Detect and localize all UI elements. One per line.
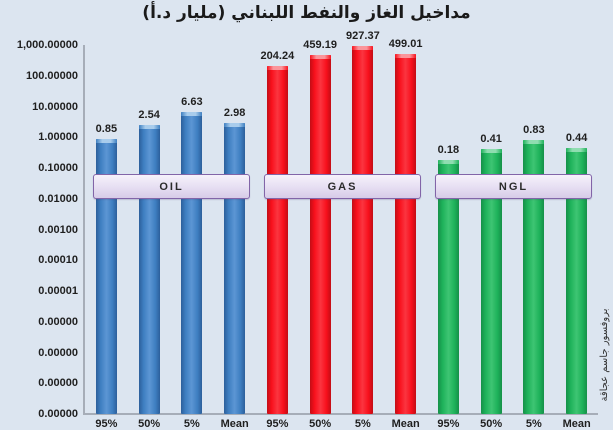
- x-axis-tick-label-mean: Mean: [220, 418, 249, 430]
- bar-gas-95pct: [266, 66, 288, 414]
- bar-top-cap: [181, 111, 203, 116]
- y-axis-line: [83, 45, 85, 415]
- y-axis-tick-label: 0.00000: [38, 377, 78, 390]
- bar-top-cap: [138, 124, 160, 129]
- bar-top-cap: [395, 54, 417, 59]
- bar-value-label-oil-50pct: 2.54: [138, 108, 160, 121]
- chart-title: مداخيل الغاز والنفط اللبناني (مليار د.أ): [142, 3, 471, 23]
- x-axis-tick-label-95pct: 95%: [437, 418, 460, 430]
- bar-gas-5pct: [352, 46, 374, 414]
- x-axis-tick-label-95pct: 95%: [95, 418, 118, 430]
- bar-gas-50pct: [309, 55, 331, 414]
- x-axis-tick-label-50pct: 50%: [138, 418, 161, 430]
- y-axis-tick-label: 1.00000: [38, 131, 78, 144]
- bar-value-label-oil-95pct: 0.85: [95, 123, 118, 136]
- bar-gas-mean: [395, 54, 417, 414]
- bar-value-label-ngl-5pct: 0.83: [523, 123, 545, 136]
- bar-ngl-5pct: [523, 139, 545, 414]
- bar-top-cap: [352, 46, 374, 50]
- y-axis-tick-label: 1,000.00000: [16, 39, 78, 51]
- group-label-ngl: NGL: [498, 180, 529, 193]
- group-label-band-gas: GAS: [264, 174, 421, 199]
- bar-ngl-mean: [566, 148, 588, 414]
- bar-oil-mean: [224, 122, 246, 414]
- bar-value-label-gas-mean: 499.01: [388, 38, 423, 51]
- x-axis-tick-label-mean: Mean: [391, 418, 420, 430]
- bar-top-cap: [566, 148, 588, 153]
- y-axis-tick-label: 0.00000: [38, 408, 78, 420]
- bar-value-label-ngl-95pct: 0.18: [437, 144, 460, 157]
- bar-value-label-oil-mean: 2.98: [223, 106, 246, 119]
- x-axis-line: [83, 413, 598, 415]
- bar-top-cap: [266, 66, 288, 71]
- watermark: بروفسور جاسم عجاقة: [598, 296, 612, 414]
- y-axis-tick-label: 0.10000: [38, 162, 78, 174]
- bar-ngl-95pct: [437, 160, 459, 414]
- bar-top-cap: [95, 139, 117, 144]
- y-axis-tick-label: 10.00000: [32, 100, 78, 113]
- y-axis-tick-label: 0.00000: [38, 315, 78, 328]
- group-label-band-ngl: NGL: [435, 174, 592, 199]
- group-label-oil: OIL: [159, 180, 184, 193]
- bar-value-label-gas-5pct: 927.37: [346, 30, 380, 42]
- bar-value-label-gas-95pct: 204.24: [260, 50, 295, 63]
- x-axis-tick-label-50pct: 50%: [480, 418, 503, 430]
- bar-top-cap: [437, 160, 459, 165]
- bar-value-label-ngl-50pct: 0.41: [480, 133, 502, 146]
- group-label-gas: GAS: [327, 180, 358, 193]
- bar-top-cap: [309, 55, 331, 60]
- x-axis-tick-label-5pct: 5%: [525, 418, 542, 430]
- bar-top-cap: [224, 122, 246, 127]
- y-axis-tick-label: 0.00010: [38, 254, 78, 267]
- bar-oil-50pct: [138, 124, 160, 414]
- x-axis-tick-label-mean: Mean: [562, 418, 591, 430]
- group-label-band-oil: OIL: [93, 174, 250, 199]
- bar-oil-95pct: [95, 139, 117, 414]
- y-axis-tick-label: 0.00100: [38, 223, 78, 236]
- y-axis-tick-label: 0.00000: [38, 346, 78, 359]
- bar-top-cap: [523, 139, 545, 144]
- watermark-text: بروفسور جاسم عجاقة: [599, 308, 610, 402]
- x-axis-tick-label-5pct: 5%: [183, 418, 200, 430]
- x-axis-tick-label-95pct: 95%: [266, 418, 289, 430]
- bar-top-cap: [480, 149, 502, 154]
- bar-value-label-ngl-mean: 0.44: [565, 132, 588, 145]
- y-axis-tick-label: 0.01000: [38, 192, 78, 205]
- bar-oil-5pct: [181, 111, 203, 414]
- bar-value-label-oil-5pct: 6.63: [181, 95, 203, 108]
- y-axis-tick-label: 0.00001: [38, 285, 78, 297]
- bar-ngl-50pct: [480, 149, 502, 414]
- bar-value-label-gas-50pct: 459.19: [303, 39, 337, 52]
- y-axis-tick-label: 100.00000: [26, 69, 78, 82]
- x-axis-tick-label-50pct: 50%: [309, 418, 332, 430]
- x-axis-tick-label-5pct: 5%: [354, 418, 371, 430]
